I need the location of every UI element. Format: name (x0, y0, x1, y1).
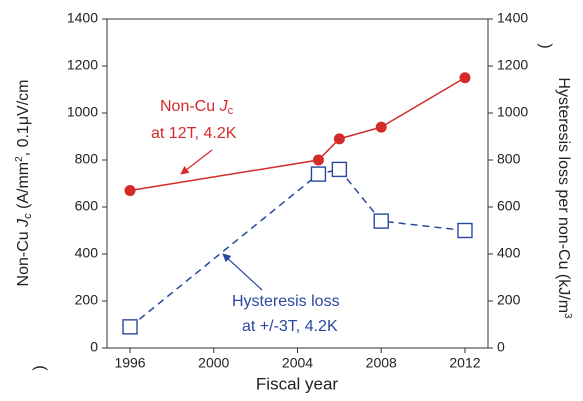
series-label-part: J (219, 98, 229, 115)
series-label: at +/-3T, 4.2K (242, 318, 338, 335)
y-axis-label-part: 2 (14, 156, 25, 162)
point (124, 185, 136, 197)
y2-tick-label: 1400 (497, 10, 528, 26)
point (331, 161, 348, 178)
point (459, 72, 471, 84)
y-axis-label-part: c (22, 213, 34, 219)
point (373, 213, 389, 229)
y2-tick-label: 1200 (497, 57, 528, 73)
series-label: Non-Cu Jc (160, 98, 234, 117)
series-label: at 12T, 4.2K (151, 125, 237, 142)
series-label: Hysteresis loss (232, 293, 340, 310)
y-axis-label-part: J (15, 218, 32, 228)
point (375, 121, 387, 133)
y-axis-label-part: Non-Cu (15, 227, 32, 287)
point (457, 222, 473, 239)
y-tick-label: 200 (75, 292, 99, 308)
annotation-arrow (222, 253, 263, 291)
y2-tick-label: 1000 (497, 104, 528, 120)
y-tick-label: 1400 (67, 10, 98, 26)
y2-axis-label-part: 3 (562, 313, 573, 319)
x-tick-label: 2012 (449, 355, 480, 371)
y2-tick-label: 0 (497, 339, 505, 355)
y2-tick-label: 600 (497, 198, 521, 214)
y-tick-label: 1200 (67, 57, 98, 73)
y-tick-label: 1000 (67, 104, 98, 120)
y-tick-label: 600 (75, 198, 99, 214)
x-axis-label: Fiscal year (256, 374, 339, 393)
y-tick-label: 400 (75, 245, 99, 261)
point (333, 133, 345, 145)
y2-axis-label-part: ) (537, 43, 554, 48)
point (122, 319, 138, 335)
x-tick-label: 2008 (366, 355, 397, 371)
y2-axis-label-part: Hysteresis loss per non-Cu (kJ/m (555, 77, 572, 313)
x-tick-label: 2000 (198, 355, 229, 371)
y-axis-label-part: (A/mm (15, 162, 32, 214)
y-tick-label: 0 (90, 339, 98, 355)
y-axis-label-part: ) (31, 365, 48, 370)
y2-axis-label: Hysteresis loss per non-Cu (kJ/m3 (555, 77, 574, 319)
x-tick-label: 2004 (282, 355, 313, 371)
y-axis-label-part: , 0.1μV/cm (15, 80, 32, 157)
series-label-part: c (228, 105, 234, 117)
y2-tick-label: 200 (497, 292, 521, 308)
y-tick-label: 800 (75, 151, 99, 167)
x-tick-label: 1996 (114, 355, 145, 371)
point (312, 154, 324, 166)
point (310, 166, 327, 182)
y2-tick-label: 800 (497, 151, 521, 167)
y-axis-label: Non-Cu Jc (A/mm2, 0.1μV/cm (14, 80, 34, 287)
series-label-part: Non-Cu (160, 98, 220, 115)
annotation-arrow (180, 149, 213, 175)
y2-tick-label: 400 (497, 245, 521, 261)
